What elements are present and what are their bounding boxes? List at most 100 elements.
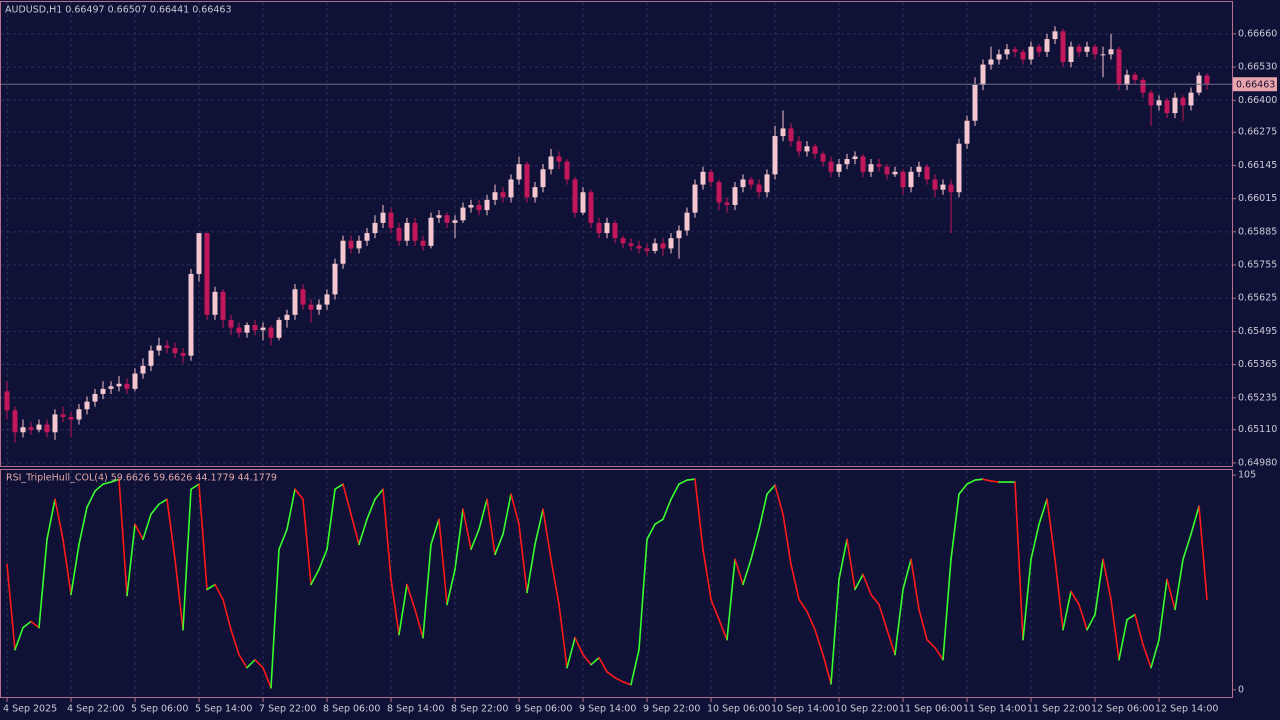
indicator-segment	[1150, 638, 1160, 669]
indicator-segment	[894, 588, 904, 656]
x-tick-label: 9 Sep 22:00	[643, 704, 700, 715]
price-title: AUDUSD,H1 0.66497 0.66507 0.66441 0.6646…	[5, 5, 232, 16]
candle-body	[28, 427, 34, 430]
indicator-segment	[326, 488, 336, 551]
candle-body	[612, 222, 618, 239]
y-tick-label: 105	[1238, 470, 1256, 481]
candle-body	[748, 179, 754, 185]
candle-body	[532, 187, 538, 198]
indicator-segment	[502, 493, 512, 536]
y-tick-label: 0.66145	[1238, 160, 1277, 171]
indicator-segment	[702, 548, 712, 601]
candle-body	[244, 325, 250, 333]
indicator-segment	[406, 583, 416, 611]
candle-body	[1052, 31, 1058, 40]
indicator-segment	[254, 658, 264, 669]
indicator-segment	[758, 493, 768, 531]
candle-body	[348, 240, 354, 249]
indicator-segment	[910, 558, 920, 611]
candle-body	[372, 222, 378, 234]
x-tick-label: 9 Sep 06:00	[515, 704, 572, 715]
candle-body	[428, 217, 434, 246]
candle-body	[980, 64, 986, 85]
candle-body	[1084, 46, 1090, 52]
candle-body	[108, 386, 114, 389]
candle-body	[956, 143, 962, 193]
indicator-segment	[14, 626, 24, 651]
indicator-segment	[822, 653, 832, 685]
candle-body	[276, 319, 282, 338]
x-tick-label: 12 Sep 14:00	[1155, 704, 1218, 715]
indicator-segment	[382, 488, 392, 581]
indicator-segment	[1190, 505, 1200, 536]
indicator-segment	[526, 543, 536, 594]
indicator-segment	[110, 478, 120, 483]
indicator-segment	[134, 523, 144, 541]
indicator-segment	[854, 573, 864, 591]
indicator-segment	[686, 478, 696, 481]
candle-body	[1036, 46, 1042, 52]
candle-body	[1180, 97, 1186, 106]
indicator-segment	[518, 523, 528, 594]
candle-body	[148, 350, 154, 366]
indicator-segment	[582, 653, 592, 666]
candle-body	[1188, 92, 1194, 106]
candle-body	[252, 325, 258, 331]
candle-body	[1140, 79, 1146, 93]
indicator-segment	[790, 563, 800, 601]
candle-body	[852, 156, 858, 160]
indicator-segment	[1166, 578, 1176, 611]
candle-body	[772, 136, 778, 175]
candle-body	[12, 410, 18, 433]
candle-body	[972, 84, 978, 121]
indicator-segment	[990, 480, 1000, 483]
indicator-segment	[94, 483, 104, 492]
indicator-segment	[782, 513, 792, 566]
candle-body	[900, 171, 906, 188]
indicator-segment	[310, 568, 320, 586]
indicator-segment	[870, 593, 880, 606]
x-tick-label: 5 Sep 14:00	[195, 704, 252, 715]
indicator-segment	[30, 620, 40, 629]
indicator-segment	[166, 498, 176, 561]
indicator-segment	[198, 483, 208, 591]
candle-body	[68, 416, 74, 420]
candle-body	[1156, 100, 1162, 106]
indicator-segment	[510, 493, 520, 526]
candle-body	[204, 233, 210, 315]
indicator-segment	[934, 646, 944, 661]
indicator-segment	[422, 543, 432, 639]
x-tick-label: 11 Sep 14:00	[963, 704, 1026, 715]
candle-body	[620, 238, 626, 244]
x-tick-label: 4 Sep 2025	[3, 704, 57, 715]
candle-body	[308, 304, 314, 310]
indicator-segment	[1022, 558, 1032, 641]
candle-body	[756, 184, 762, 193]
candle-body	[1012, 49, 1018, 52]
indicator-segment	[838, 538, 848, 581]
candle-body	[484, 199, 490, 211]
indicator-segment	[982, 478, 992, 482]
mark-layer	[0, 26, 1232, 689]
indicator-segment	[454, 508, 464, 571]
candle-body	[716, 182, 722, 203]
y-tick-label: 0.66275	[1238, 127, 1277, 138]
candle-body	[1060, 31, 1066, 63]
x-tick-label: 5 Sep 06:00	[131, 704, 188, 715]
candle-body	[1148, 92, 1154, 106]
indicator-segment	[830, 578, 840, 685]
candle-body	[476, 205, 482, 211]
indicator-segment	[542, 508, 552, 561]
candle-body	[268, 327, 274, 338]
candle-body	[996, 54, 1002, 60]
indicator-segment	[150, 503, 160, 515]
x-tick-label: 4 Sep 22:00	[67, 704, 124, 715]
indicator-segment	[294, 488, 304, 501]
candle-body	[196, 233, 202, 274]
candle-body	[940, 184, 946, 190]
indicator-segment	[6, 563, 16, 651]
candle-body	[444, 215, 450, 223]
indicator-segment	[1158, 578, 1168, 641]
indicator-segment	[750, 528, 760, 561]
candle-body	[868, 164, 874, 172]
